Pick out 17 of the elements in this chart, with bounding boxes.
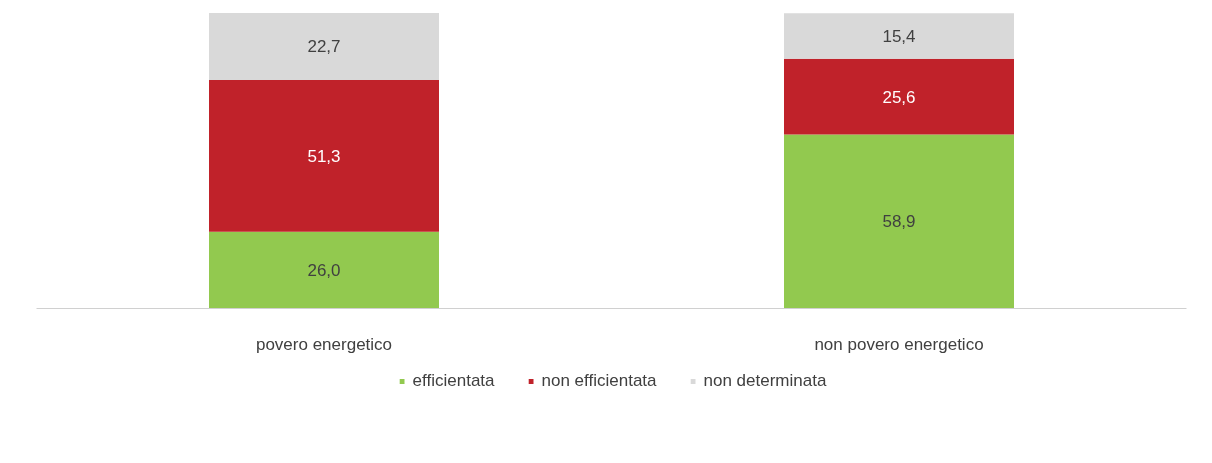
data-label: 58,9 [882,212,916,232]
legend-label: non efficientata [541,371,657,391]
bar [209,231,439,309]
bar [784,58,1014,135]
legend-label: non determinata [703,371,827,391]
bar [209,12,439,81]
x-tick-label: povero energetico [255,334,393,354]
bar [784,13,1014,59]
bar [209,80,439,232]
bar [784,134,1014,309]
x-tick-label: non povero energetico [814,334,984,354]
data-label: 22,7 [307,37,341,57]
data-label: 15,4 [882,26,916,46]
legend-label: efficientata [412,371,495,391]
data-label: 51,3 [307,146,341,166]
data-label: 26,0 [307,261,341,281]
data-label: 25,6 [882,87,916,107]
